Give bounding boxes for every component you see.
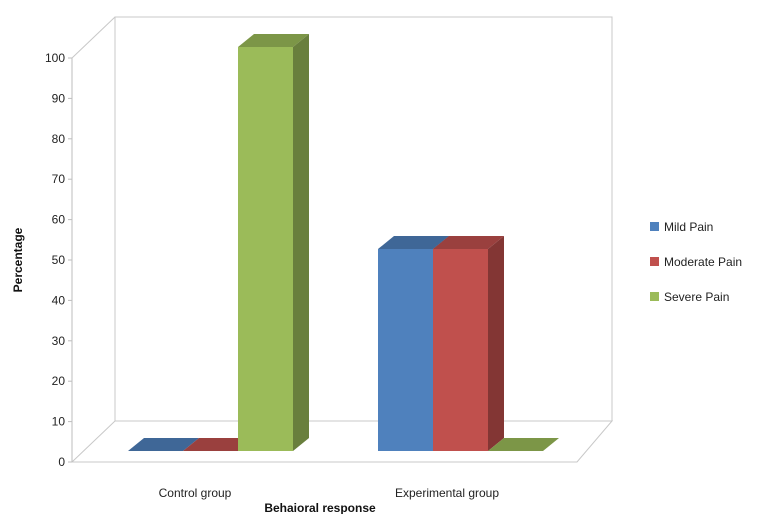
legend-label: Severe Pain [664, 290, 729, 304]
y-tick-label: 30 [52, 334, 66, 348]
chart-walls [70, 16, 614, 463]
legend-label: Mild Pain [664, 220, 713, 234]
legend-swatch [650, 222, 659, 231]
back-wall [114, 16, 613, 422]
y-tick-label: 40 [52, 293, 66, 307]
y-tick-label: 70 [52, 172, 66, 186]
bar-1-2 [488, 438, 559, 452]
floor [70, 420, 614, 463]
bar-top-face [128, 438, 199, 451]
y-tick-label: 60 [52, 213, 66, 227]
y-tick-label: 10 [52, 415, 66, 429]
bars [128, 34, 559, 452]
legend-swatch [650, 292, 659, 301]
bar-top-face [488, 438, 559, 451]
y-tick-label: 20 [52, 374, 66, 388]
legend-swatch [650, 257, 659, 266]
y-axis-ticks: 0 10 20 30 40 50 60 70 80 90 100 [45, 51, 72, 469]
bar-0-0 [128, 438, 199, 452]
legend-item: Mild Pain [650, 220, 713, 234]
y-tick-label: 80 [52, 132, 66, 146]
bar-0-2 [238, 34, 309, 451]
bar-front-face [378, 249, 433, 451]
bar-top-face [433, 236, 504, 249]
legend-label: Moderate Pain [664, 255, 742, 269]
x-axis-title: Behaioral response [264, 501, 376, 514]
bar-1-1 [433, 236, 504, 451]
bar-front-face [238, 47, 293, 451]
bar-top-face [378, 236, 449, 249]
legend-item: Moderate Pain [650, 255, 742, 269]
y-tick-label: 50 [52, 253, 66, 267]
legend: Mild Pain Moderate Pain Severe Pain [650, 220, 742, 304]
y-axis-title: Percentage [11, 227, 25, 292]
bar-0-1 [183, 438, 254, 452]
y-tick-label: 100 [45, 51, 65, 65]
legend-item: Severe Pain [650, 290, 729, 304]
bar-side-face [293, 34, 309, 451]
side-wall-top-edge [71, 16, 116, 59]
category-labels: Control group Experimental group [159, 486, 500, 500]
y-tick-label: 90 [52, 91, 66, 105]
bar-top-face [183, 438, 254, 451]
category-label: Experimental group [395, 486, 499, 500]
bar-top-face [238, 34, 309, 47]
bar-front-face [433, 249, 488, 451]
category-label: Control group [159, 486, 232, 500]
y-tick-label: 0 [58, 455, 65, 469]
bar-side-face [488, 236, 504, 451]
